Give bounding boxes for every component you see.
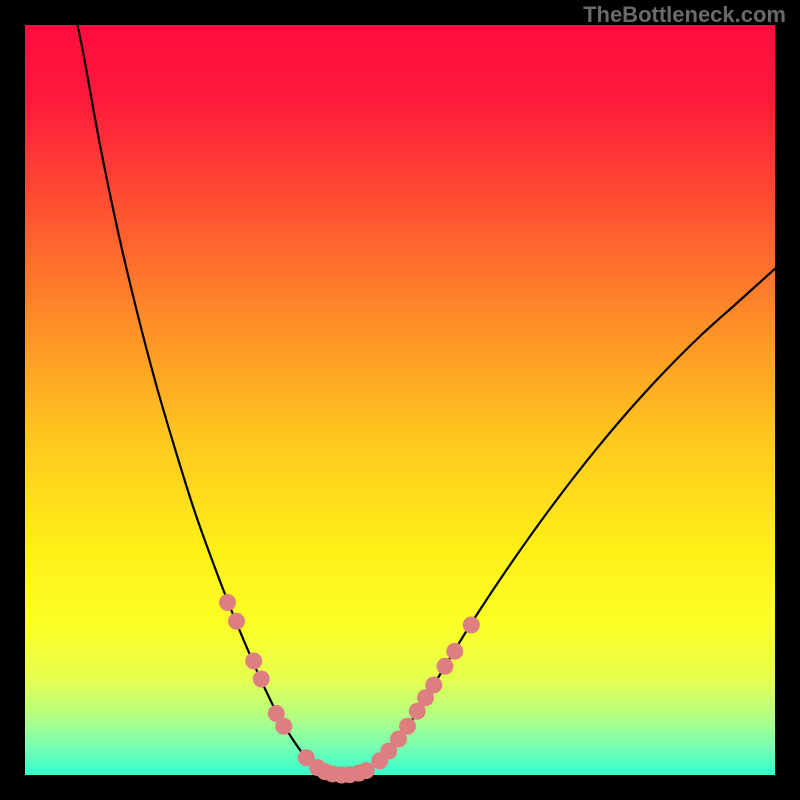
marker-group [219,594,480,784]
curve-marker [437,658,454,675]
curve-marker [446,643,463,660]
chart-overlay [0,0,800,800]
curve-marker [275,718,292,735]
watermark-text: TheBottleneck.com [583,2,786,28]
curve-marker [425,677,442,694]
curve-marker [463,617,480,634]
curve-marker [253,671,270,688]
curve-marker [228,613,245,630]
bottleneck-curve [78,25,776,775]
chart-canvas: TheBottleneck.com [0,0,800,800]
curve-marker [219,594,236,611]
curve-marker [399,718,416,735]
curve-marker [245,653,262,670]
